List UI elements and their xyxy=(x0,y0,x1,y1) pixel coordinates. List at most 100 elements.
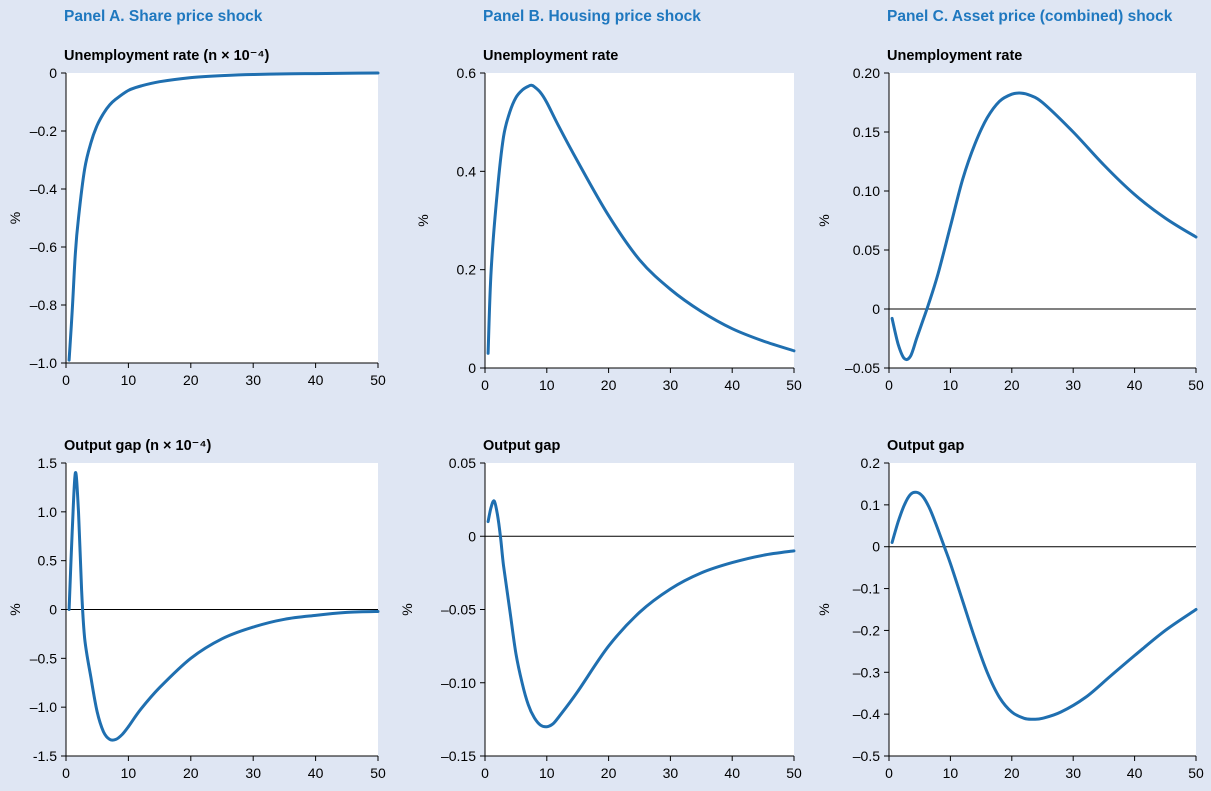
y-tick-label: 0.05 xyxy=(853,242,880,258)
x-tick-label: 40 xyxy=(1127,377,1143,393)
panel-b-title: Panel B. Housing price shock xyxy=(483,8,701,25)
chart-title: Unemployment rate (n × 10⁻⁴) xyxy=(64,48,270,64)
chart-a2: Output gap (n × 10⁻⁴) -1.5 –1.0 –0.5 0 0.5 1.0… xyxy=(7,438,386,781)
series-line xyxy=(890,490,1198,721)
x-tick-label: 30 xyxy=(663,377,679,393)
x-tick-label: 10 xyxy=(943,377,959,393)
x-tick-label: 20 xyxy=(183,765,199,781)
chart-b2: Output gap –0.15 –0.10 –0.05 0 0.05 0 10 20 30 40 5… xyxy=(399,438,802,781)
y-tick-label: 0.10 xyxy=(853,183,880,199)
x-tick-label: 10 xyxy=(539,765,555,781)
x-tick-label: 20 xyxy=(1004,377,1020,393)
x-tick-label: 50 xyxy=(786,765,802,781)
x-tick-label: 50 xyxy=(1188,377,1204,393)
y-tick-label: 0 xyxy=(49,602,57,618)
x-tick-label: 50 xyxy=(370,765,386,781)
y-tick-label: 0 xyxy=(468,528,476,544)
series-line xyxy=(890,91,1198,362)
y-tick-label: –0.8 xyxy=(30,297,57,313)
x-tick-label: 0 xyxy=(885,377,893,393)
y-axis-label: % xyxy=(7,212,23,224)
x-tick-label: 20 xyxy=(601,377,617,393)
y-tick-label: 0.15 xyxy=(853,124,880,140)
y-tick-label: –0.15 xyxy=(441,748,476,764)
y-tick-label: –0.2 xyxy=(853,622,880,638)
series-line xyxy=(486,83,796,355)
y-tick-label: 0 xyxy=(468,360,476,376)
x-tick-label: 40 xyxy=(308,372,324,388)
x-tick-label: 20 xyxy=(183,372,199,388)
y-tick-label: –0.6 xyxy=(30,239,57,255)
y-axis-label: % xyxy=(399,603,415,615)
plot-area xyxy=(889,73,1196,368)
x-tick-label: 0 xyxy=(62,372,70,388)
chart-title: Output gap (n × 10⁻⁴) xyxy=(64,438,212,454)
x-tick-label: 10 xyxy=(121,765,137,781)
y-tick-label: 1.5 xyxy=(38,455,58,471)
plot-area xyxy=(889,463,1196,756)
y-tick-label: 0.1 xyxy=(861,497,881,513)
x-tick-label: 0 xyxy=(481,765,489,781)
x-tick-label: 0 xyxy=(885,765,893,781)
chart-title: Output gap xyxy=(887,438,964,454)
x-tick-label: 10 xyxy=(121,372,137,388)
y-tick-label: –0.2 xyxy=(30,123,57,139)
x-tick-label: 50 xyxy=(786,377,802,393)
y-axis-label: % xyxy=(7,603,23,615)
y-tick-label: 0.20 xyxy=(853,65,880,81)
series-line xyxy=(486,499,796,729)
y-tick-label: 0.2 xyxy=(457,262,477,278)
x-tick-label: 0 xyxy=(481,377,489,393)
x-tick-label: 30 xyxy=(663,765,679,781)
y-tick-label: –0.5 xyxy=(853,748,880,764)
y-axis-label: % xyxy=(816,214,832,226)
chart-b1: Unemployment rate 0 0.2 0.4 0.6 0 10 20 30 40 50% xyxy=(415,48,802,393)
x-tick-label: 0 xyxy=(62,765,70,781)
y-tick-label: 1.0 xyxy=(38,504,58,520)
y-tick-label: 0.05 xyxy=(449,455,476,471)
y-tick-label: -1.5 xyxy=(33,748,57,764)
y-tick-label: 0 xyxy=(872,301,880,317)
x-tick-label: 20 xyxy=(601,765,617,781)
chart-title: Unemployment rate xyxy=(483,48,618,64)
x-tick-label: 40 xyxy=(1127,765,1143,781)
x-tick-label: 30 xyxy=(245,372,261,388)
y-tick-label: 0.4 xyxy=(457,163,477,179)
y-tick-label: –0.10 xyxy=(441,675,476,691)
y-axis-label: % xyxy=(415,214,431,226)
y-tick-label: –1.0 xyxy=(30,355,57,371)
y-tick-label: 0 xyxy=(49,65,57,81)
chart-title: Unemployment rate xyxy=(887,48,1022,64)
panel-a-title: Panel A. Share price shock xyxy=(64,8,263,25)
y-tick-label: –0.05 xyxy=(441,602,476,618)
x-tick-label: 50 xyxy=(1188,765,1204,781)
y-tick-label: –0.3 xyxy=(853,664,880,680)
x-tick-label: 10 xyxy=(539,377,555,393)
plot-area xyxy=(485,463,794,756)
plot-area xyxy=(66,73,378,363)
chart-c1: Unemployment rate –0.05 0 0.05 0.10 0.15 0.20 0… xyxy=(816,48,1204,393)
x-tick-label: 50 xyxy=(370,372,386,388)
charts: Unemployment rate (n × 10⁻⁴) –1.0 –0.8 –0.6… xyxy=(7,48,1204,781)
chart-c2: Output gap –0.5 –0.4 –0.3 –0.2 –0.1 0 0.1 0.2 0 10… xyxy=(816,438,1204,781)
x-tick-label: 30 xyxy=(245,765,261,781)
y-tick-label: 0.5 xyxy=(38,553,58,569)
x-tick-label: 30 xyxy=(1065,765,1081,781)
chart-a1: Unemployment rate (n × 10⁻⁴) –1.0 –0.8 –0.6… xyxy=(7,48,386,388)
x-tick-label: 40 xyxy=(724,377,740,393)
y-tick-label: 0.6 xyxy=(457,65,477,81)
y-tick-label: –1.0 xyxy=(30,699,57,715)
y-axis-label: % xyxy=(816,603,832,615)
x-tick-label: 40 xyxy=(724,765,740,781)
y-tick-label: 0.2 xyxy=(861,455,881,471)
y-tick-label: –0.4 xyxy=(853,706,880,722)
panel-c-title: Panel C. Asset price (combined) shock xyxy=(887,8,1173,25)
y-tick-label: –0.05 xyxy=(845,360,880,376)
series-line xyxy=(67,471,380,742)
x-tick-label: 40 xyxy=(308,765,324,781)
y-tick-label: –0.5 xyxy=(30,650,57,666)
y-tick-label: –0.4 xyxy=(30,181,57,197)
plot-area xyxy=(485,73,794,368)
x-tick-label: 30 xyxy=(1065,377,1081,393)
